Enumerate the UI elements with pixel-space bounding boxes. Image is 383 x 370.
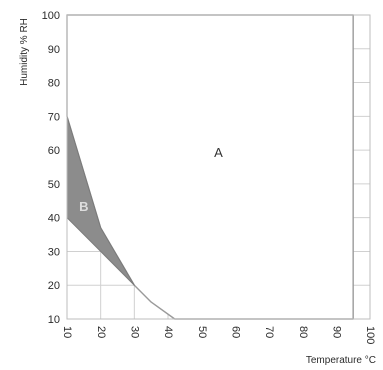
plot-border: [66, 14, 371, 320]
x-tick-label: 60: [229, 326, 241, 338]
y-tick-label: 60: [48, 145, 60, 157]
y-tick-label: 20: [48, 280, 60, 292]
x-tick-label: 50: [196, 326, 208, 338]
y-tick-label: 70: [48, 111, 60, 123]
region-label-a: A: [214, 145, 223, 160]
x-tick-label: 40: [162, 326, 174, 338]
x-axis-label: Temperature °C: [306, 355, 376, 366]
y-axis-label: Humidity % RH: [19, 18, 30, 86]
y-tick-label: 90: [48, 44, 60, 56]
x-tick-label: 30: [128, 326, 140, 338]
x-tick-label: 70: [263, 326, 275, 338]
x-tick-label: 10: [61, 326, 73, 338]
y-tick-label: 40: [48, 213, 60, 225]
x-tick-label: 20: [95, 326, 107, 338]
y-tick-label: 10: [48, 314, 60, 326]
x-axis-ticks: 10 20 30 40 50 60 70 80 90 100: [61, 326, 376, 344]
y-tick-label: 80: [48, 78, 60, 90]
y-tick-label: 30: [48, 246, 60, 258]
x-tick-label: 100: [364, 326, 376, 344]
region-label-b: B: [79, 199, 88, 214]
x-tick-label: 80: [297, 326, 309, 338]
y-axis-ticks: 10 20 30 40 50 60 70 80 90 100: [42, 10, 60, 326]
x-tick-label: 90: [330, 326, 342, 338]
plot-frame: [66, 14, 371, 320]
regions: AB: [66, 14, 354, 320]
region-a: [66, 14, 354, 320]
y-tick-label: 50: [48, 179, 60, 191]
y-tick-label: 100: [42, 10, 60, 22]
